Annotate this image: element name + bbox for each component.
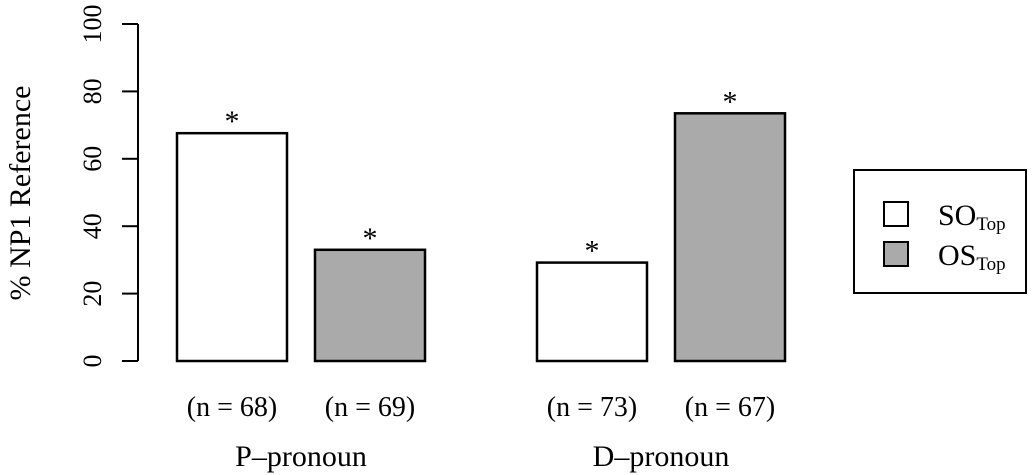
- y-tick-label: 60: [78, 146, 107, 172]
- bar: [175, 131, 289, 363]
- y-tick-label: 20: [78, 281, 107, 307]
- legend-swatch: [883, 201, 909, 227]
- y-axis: 0 20 40 60 80 100: [78, 5, 139, 368]
- legend-box: [853, 169, 1027, 294]
- legend-series-name: SO: [938, 199, 976, 232]
- y-tick-label: 100: [78, 5, 107, 44]
- significance-marker: *: [225, 105, 240, 138]
- x-labels: (n = 68) (n = 69) P–pronoun (n = 73) (n = 67…: [187, 392, 775, 473]
- legend-swatch: [883, 241, 909, 267]
- group-label: D–pronoun: [593, 440, 730, 473]
- bar: [673, 112, 787, 363]
- bar: [313, 248, 427, 363]
- y-axis-title: % NP1 Reference: [4, 86, 37, 301]
- legend-series-name: OS: [938, 239, 976, 272]
- significance-marker: *: [723, 85, 738, 118]
- sample-size-label: (n = 69): [325, 392, 415, 423]
- legend-series-subscript: Top: [976, 254, 1005, 275]
- sample-size-label: (n = 67): [685, 392, 775, 423]
- y-tick-label: 40: [78, 213, 107, 239]
- y-tick-label: 0: [78, 355, 107, 368]
- sample-size-label: (n = 68): [187, 392, 277, 423]
- legend-series-subscript: Top: [976, 214, 1005, 235]
- significance-marker: *: [585, 235, 600, 268]
- y-tick-label: 80: [78, 78, 107, 104]
- bar: [535, 261, 649, 363]
- legend-label: SOTop: [938, 199, 1006, 235]
- bars: * * * *: [175, 85, 787, 363]
- group-label: P–pronoun: [235, 440, 367, 473]
- significance-marker: *: [363, 222, 378, 255]
- sample-size-label: (n = 73): [547, 392, 637, 423]
- legend-label: OSTop: [938, 239, 1006, 275]
